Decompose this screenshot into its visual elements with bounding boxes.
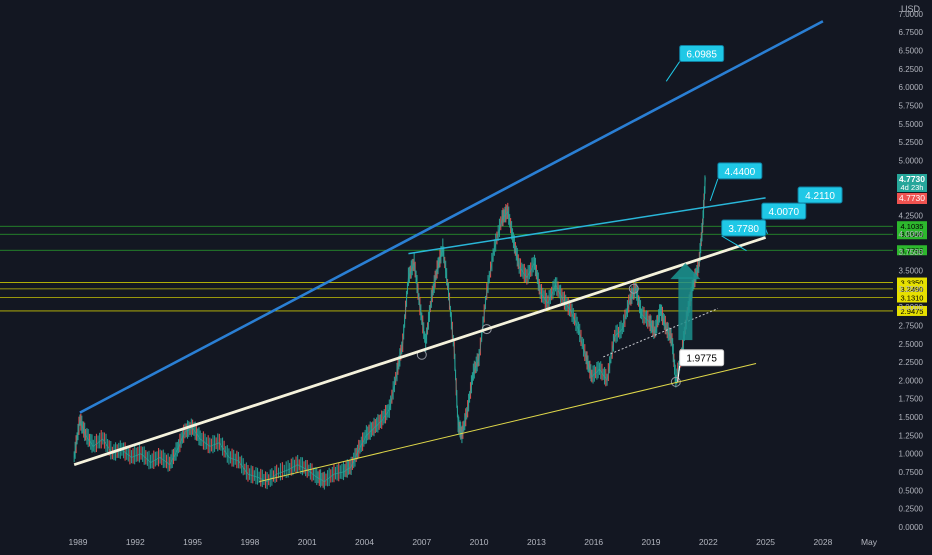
level-label: 3.2490 — [901, 285, 924, 294]
x-tick-label: 2025 — [756, 537, 775, 547]
y-tick-label: 4.2500 — [899, 211, 924, 220]
level-badge — [897, 292, 927, 303]
y-tick-label: 0.7500 — [899, 468, 924, 477]
price-line — [73, 177, 706, 483]
callout-box — [721, 219, 767, 237]
y-tick-label: 2.0000 — [899, 376, 924, 385]
y-tick-label: 6.2500 — [899, 65, 924, 74]
y-tick-label: 1.7500 — [899, 395, 924, 404]
callout-box — [679, 349, 725, 367]
level-badge — [897, 305, 927, 316]
y-tick-label: 5.7500 — [899, 102, 924, 111]
x-axis: 1989 1992 1995 1998 2001 2004 2007 2010 2013 2016… — [69, 537, 878, 547]
level-label: 4.1035 — [901, 222, 924, 231]
y-tick-label: 6.7500 — [899, 28, 924, 37]
x-tick-label: 2013 — [527, 537, 546, 547]
y-tick-label: 1.2500 — [899, 431, 924, 440]
price-badge-countdown: 4d 23h — [901, 183, 924, 192]
callout-pointer — [665, 61, 681, 82]
callout-box — [761, 202, 807, 220]
level-label: 3.7755 — [901, 246, 924, 255]
y-tick-label: 1.5000 — [899, 413, 924, 422]
callout-label: 4.4400 — [725, 167, 756, 178]
x-tick-label: May — [861, 537, 878, 547]
y-tick-label: 4.0000 — [899, 230, 924, 239]
x-tick-label: 2019 — [642, 537, 661, 547]
arrow — [670, 263, 701, 341]
y-tick-label: 3.7500 — [899, 248, 924, 257]
level-label: 3.3350 — [901, 279, 924, 288]
trendline-dotted — [603, 308, 719, 358]
y-tick-label: 1.0000 — [899, 450, 924, 459]
level-badge — [897, 221, 927, 232]
callout-label: 3.7780 — [728, 224, 759, 235]
x-tick-label: 2010 — [470, 537, 489, 547]
level-label: 2.9475 — [901, 307, 924, 316]
trendline-channel-top — [79, 20, 824, 414]
y-tick-label: 5.0000 — [899, 157, 924, 166]
callout-pointer — [721, 235, 747, 252]
y-tick-label: 2.2500 — [899, 358, 924, 367]
y-tick-label: 5.2500 — [899, 138, 924, 147]
callout-pointer — [709, 178, 719, 201]
pivot-marker — [628, 283, 639, 294]
callout-box — [797, 186, 843, 204]
x-tick-label: 2007 — [412, 537, 431, 547]
arrow-shaft — [678, 277, 693, 341]
y-axis-currency: USD — [901, 4, 921, 14]
y-tick-label: 0.5000 — [899, 486, 924, 495]
y-tick-label: 3.2500 — [899, 285, 924, 294]
x-tick-label: 1989 — [69, 537, 88, 547]
callout-label: 4.2110 — [805, 191, 835, 202]
trendlines — [73, 20, 824, 483]
price-badge-value: 4.7730 — [899, 174, 925, 184]
callouts: 6.0985 4.4400 4.2110 4.0070 3.7780 1.9775 — [665, 45, 843, 382]
y-tick-label: 6.5000 — [899, 47, 924, 56]
trendline-upper-cyan — [408, 197, 766, 255]
price-badge-value-red: 4.7730 — [899, 193, 925, 203]
level-label: 3.1310 — [901, 293, 924, 302]
trendline-channel-bottom — [259, 363, 757, 483]
x-tick-label: 2004 — [355, 537, 374, 547]
x-tick-label: 1995 — [183, 537, 202, 547]
x-tick-label: 1992 — [126, 537, 145, 547]
level-badge — [897, 283, 927, 294]
callout-label: 4.0070 — [768, 207, 799, 218]
callout-pointer — [677, 365, 681, 382]
price-badge-green-bg — [897, 174, 927, 192]
y-tick-label: 0.2500 — [899, 505, 924, 514]
y-tick-label: 2.7500 — [899, 321, 924, 330]
x-tick-label: 2022 — [699, 537, 718, 547]
arrow-head — [670, 263, 701, 280]
level-badge — [897, 229, 927, 240]
y-tick-label: 6.0000 — [899, 83, 924, 92]
y-tick-label: 3.0000 — [899, 303, 924, 312]
x-tick-label: 2028 — [813, 537, 832, 547]
price-badge: 4.7730 4d 23h 4.7730 — [897, 174, 927, 204]
y-tick-label: 5.5000 — [899, 120, 924, 129]
x-tick-label: 2016 — [584, 537, 603, 547]
level-label: 3.9940 — [901, 230, 924, 239]
x-tick-label: 1998 — [240, 537, 259, 547]
callout-label: 6.0985 — [686, 50, 717, 61]
y-axis: 0.0000 0.2500 0.5000 0.7500 1.0000 1.2500 1.50… — [899, 10, 924, 532]
y-tick-label: 7.0000 — [899, 10, 924, 19]
callout-box — [717, 162, 763, 180]
trendline-channel-mid — [73, 236, 767, 467]
x-tick-label: 2001 — [298, 537, 317, 547]
callout-label: 1.9775 — [686, 354, 717, 365]
y-tick-label: 0.0000 — [899, 523, 924, 532]
level-badge — [897, 245, 927, 256]
price-badge-red-bg — [897, 193, 927, 204]
callout-box — [679, 45, 725, 63]
y-tick-label: 2.5000 — [899, 340, 924, 349]
y-tick-label: 3.5000 — [899, 266, 924, 275]
level-badge — [897, 277, 927, 288]
